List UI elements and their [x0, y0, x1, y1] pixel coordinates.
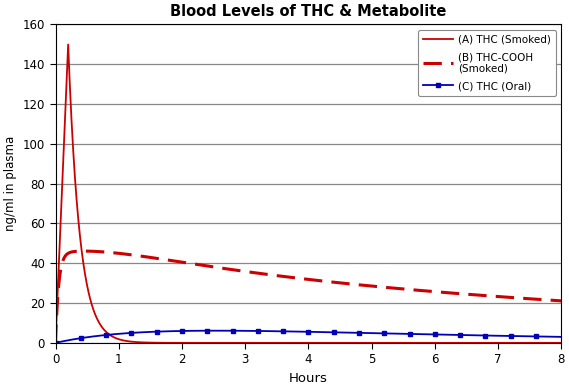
- (A) THC (Smoked): [65, 42, 72, 47]
- (A) THC (Smoked): [110, 335, 117, 339]
- (A) THC (Smoked): [548, 340, 555, 345]
- (C) THC (Oral): [246, 329, 253, 333]
- Y-axis label: ng/ml in plasma: ng/ml in plasma: [4, 136, 17, 231]
- (A) THC (Smoked): [268, 340, 275, 345]
- Title: Blood Levels of THC & Metabolite: Blood Levels of THC & Metabolite: [170, 4, 447, 19]
- (C) THC (Oral): [558, 335, 564, 339]
- (B) THC-COOH
(Smoked): [140, 254, 147, 259]
- (C) THC (Oral): [110, 332, 117, 336]
- (C) THC (Oral): [52, 340, 59, 345]
- (B) THC-COOH
(Smoked): [81, 249, 88, 253]
- Line: (B) THC-COOH
(Smoked): (B) THC-COOH (Smoked): [56, 251, 561, 343]
- (C) THC (Oral): [140, 330, 147, 335]
- (B) THC-COOH
(Smoked): [52, 340, 59, 345]
- (B) THC-COOH
(Smoked): [493, 294, 500, 299]
- (A) THC (Smoked): [140, 340, 147, 345]
- (A) THC (Smoked): [246, 340, 253, 345]
- (C) THC (Oral): [548, 335, 555, 339]
- (A) THC (Smoked): [52, 340, 59, 345]
- (C) THC (Oral): [268, 329, 275, 333]
- (B) THC-COOH
(Smoked): [110, 251, 117, 255]
- Line: (A) THC (Smoked): (A) THC (Smoked): [56, 44, 561, 343]
- (C) THC (Oral): [493, 333, 500, 338]
- (B) THC-COOH
(Smoked): [268, 273, 275, 277]
- (B) THC-COOH
(Smoked): [548, 298, 555, 303]
- X-axis label: Hours: Hours: [289, 372, 328, 385]
- Legend: (A) THC (Smoked), (B) THC-COOH
(Smoked), (C) THC (Oral): (A) THC (Smoked), (B) THC-COOH (Smoked),…: [418, 30, 556, 96]
- (A) THC (Smoked): [558, 340, 564, 345]
- Line: (C) THC (Oral): (C) THC (Oral): [54, 329, 563, 345]
- (B) THC-COOH
(Smoked): [246, 270, 253, 274]
- (A) THC (Smoked): [493, 340, 500, 345]
- (C) THC (Oral): [213, 328, 220, 333]
- (B) THC-COOH
(Smoked): [558, 298, 564, 303]
